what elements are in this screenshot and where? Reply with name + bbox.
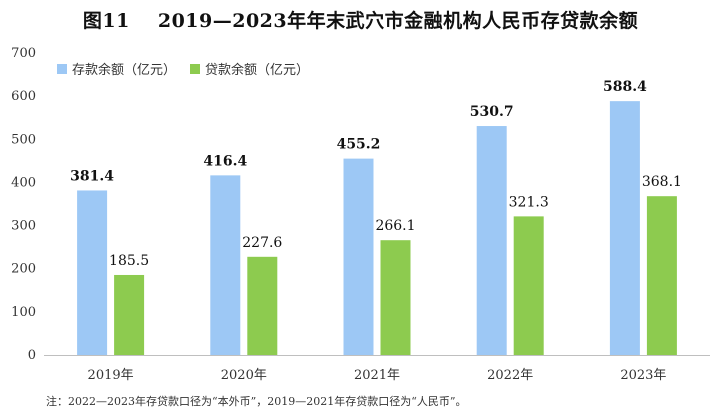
legend-swatch-deposit bbox=[57, 64, 67, 74]
x-tick-label: 2022年 bbox=[487, 368, 533, 383]
x-tick-label: 2023年 bbox=[620, 368, 666, 383]
chart-title: 图11 2019—2023年年末武穴市金融机构人民币存贷款余额 bbox=[0, 6, 721, 33]
loan-bar bbox=[114, 274, 145, 355]
deposit-value-label: 530.7 bbox=[470, 104, 514, 120]
legend-swatch-loan bbox=[190, 64, 200, 74]
figure-label: 图11 bbox=[82, 10, 130, 32]
deposit-value-label: 588.4 bbox=[603, 79, 647, 95]
deposit-bar bbox=[343, 158, 374, 355]
loan-value-label: 266.1 bbox=[375, 218, 415, 234]
loan-bar bbox=[380, 240, 411, 355]
deposit-bar bbox=[210, 175, 241, 355]
x-tick-label: 2020年 bbox=[221, 368, 267, 383]
loan-value-label: 368.1 bbox=[642, 174, 682, 190]
y-tick-label: 300 bbox=[11, 219, 36, 234]
deposit-bar bbox=[476, 126, 507, 355]
deposit-value-label: 416.4 bbox=[203, 153, 247, 169]
y-tick-label: 500 bbox=[11, 132, 36, 147]
deposit-bar bbox=[77, 190, 108, 355]
figure-title-text: 2019—2023年年末武穴市金融机构人民币存贷款余额 bbox=[157, 10, 639, 32]
legend-label-loan: 贷款余额（亿元） bbox=[205, 62, 309, 78]
y-tick-label: 100 bbox=[11, 305, 36, 320]
footnote: 注：2022—2023年存贷款口径为“本外币”，2019—2021年存贷款口径为… bbox=[46, 395, 467, 408]
x-tick-label: 2021年 bbox=[354, 368, 400, 383]
loan-value-label: 321.3 bbox=[509, 194, 549, 210]
loan-bar bbox=[646, 196, 677, 355]
x-tick-label: 2019年 bbox=[88, 368, 134, 383]
y-tick-label: 200 bbox=[11, 262, 36, 277]
y-tick-label: 600 bbox=[11, 89, 36, 104]
loan-value-label: 227.6 bbox=[242, 235, 282, 251]
y-tick-label: 0 bbox=[28, 348, 36, 363]
loan-value-label: 185.5 bbox=[109, 253, 149, 269]
loan-bar bbox=[513, 216, 544, 355]
deposit-value-label: 455.2 bbox=[337, 137, 381, 153]
y-tick-label: 400 bbox=[11, 175, 36, 190]
loan-bar bbox=[247, 256, 278, 355]
deposit-bar bbox=[609, 101, 640, 355]
legend-label-deposit: 存款余额（亿元） bbox=[72, 62, 176, 78]
y-tick-label: 700 bbox=[11, 46, 36, 61]
deposit-value-label: 381.4 bbox=[70, 168, 114, 184]
